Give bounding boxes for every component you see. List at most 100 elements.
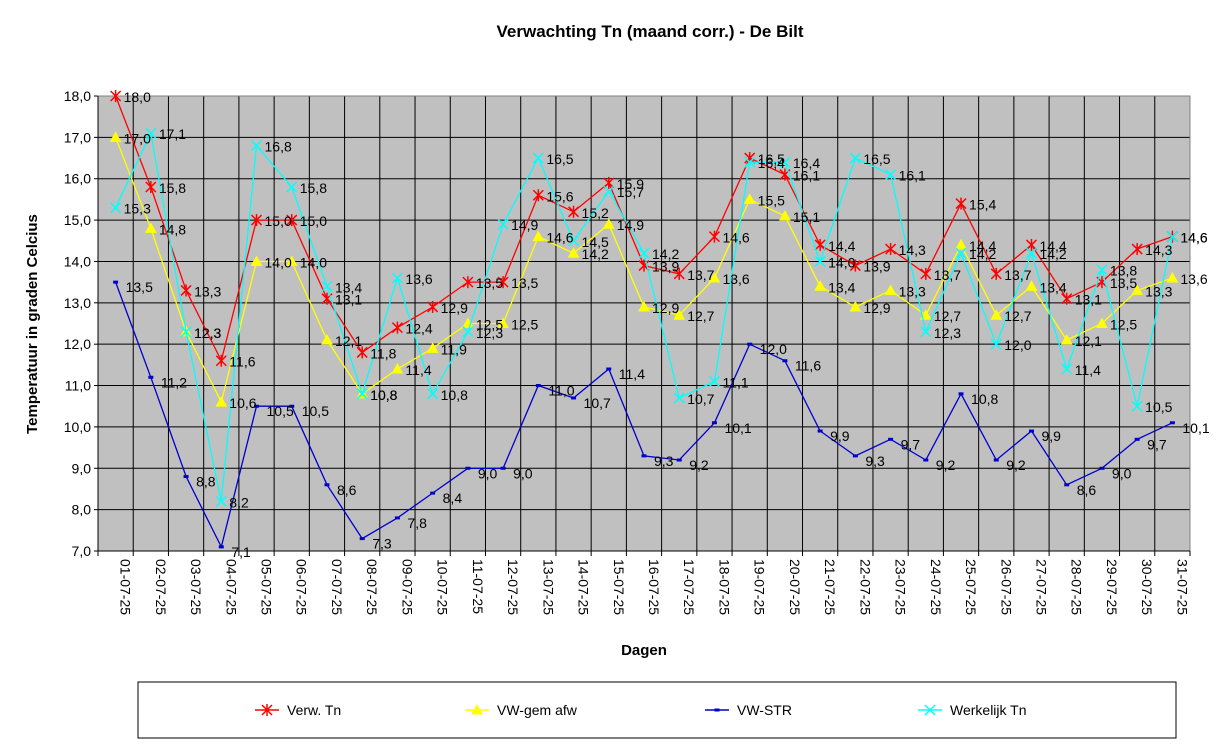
- data-point: [286, 181, 298, 193]
- data-label: 14,5: [582, 234, 609, 250]
- data-label: 16,5: [863, 151, 890, 167]
- data-label: 9,2: [689, 457, 709, 473]
- x-tick-label: 26-07-25: [998, 559, 1014, 615]
- data-point: [1131, 284, 1144, 295]
- data-point: [289, 404, 295, 408]
- data-point: [567, 247, 580, 258]
- data-point: [285, 255, 298, 266]
- data-point: [1134, 437, 1140, 441]
- legend-entry: VW-STR: [705, 702, 792, 718]
- data-point: [321, 334, 333, 345]
- data-point: [356, 388, 368, 400]
- data-label: 7,1: [231, 544, 251, 560]
- data-label: 13,8: [1110, 263, 1137, 279]
- data-label: 14,6: [1180, 230, 1207, 246]
- x-tick-label: 27-07-25: [1033, 559, 1049, 615]
- data-label: 14,2: [969, 246, 996, 262]
- data-label: 11,2: [161, 374, 187, 390]
- legend-entry: VW-gem afw: [465, 702, 578, 718]
- data-point: [321, 280, 333, 292]
- axes: 7,0 8,0 9,0 10,0 11,0 12,0 13,0 14,0 15,0 16,0 17,…: [64, 88, 1191, 615]
- data-label: 7,8: [407, 515, 427, 531]
- series-werkelijk-tn: [110, 127, 1178, 507]
- data-label: 16,5: [546, 151, 573, 167]
- data-point: [888, 437, 894, 441]
- data-label: 10,6: [229, 395, 256, 411]
- data-label: 9,7: [901, 436, 921, 452]
- data-label: 9,9: [1041, 428, 1061, 444]
- data-point: [1099, 466, 1105, 470]
- data-point: [109, 131, 122, 142]
- x-tick-label: 12-07-25: [505, 559, 521, 615]
- y-tick-label: 16,0: [64, 171, 91, 187]
- data-label: 10,5: [1145, 399, 1172, 415]
- data-label: 15,6: [546, 188, 573, 204]
- data-label: 12,9: [652, 300, 679, 316]
- data-label: 12,1: [335, 333, 362, 349]
- data-point: [920, 267, 932, 280]
- x-tick-label: 04-07-25: [223, 559, 239, 615]
- data-point: [426, 342, 439, 353]
- data-label: 14,0: [300, 254, 327, 270]
- data-label: 14,6: [722, 230, 749, 246]
- data-point: [782, 359, 788, 363]
- y-tick-label: 17,0: [64, 129, 91, 145]
- data-label: 8,2: [229, 494, 249, 510]
- data-point: [286, 214, 298, 227]
- data-label: 15,8: [300, 180, 327, 196]
- y-tick-label: 12,0: [64, 336, 91, 352]
- legend-marker: [261, 704, 273, 716]
- data-point: [814, 255, 826, 267]
- data-label: 13,9: [863, 259, 890, 275]
- data-point: [571, 396, 577, 400]
- data-label: 16,8: [265, 139, 292, 155]
- x-tick-label: 17-07-25: [681, 559, 697, 615]
- data-label: 14,4: [969, 238, 996, 254]
- data-label: 13,3: [1145, 283, 1172, 299]
- data-label: 15,9: [617, 176, 644, 192]
- data-point: [1025, 238, 1038, 251]
- plot-area: [98, 96, 1190, 551]
- data-label: 16,5: [758, 151, 785, 167]
- legend-entry: Werkelijk Tn: [918, 702, 1027, 718]
- legend-box: [137, 681, 1177, 739]
- data-point: [532, 230, 545, 242]
- data-point: [673, 392, 685, 404]
- x-tick-label: 30-07-25: [1139, 559, 1155, 615]
- data-point: [743, 193, 756, 204]
- data-label: 13,7: [687, 267, 714, 283]
- data-point: [602, 218, 615, 229]
- x-tick-label: 18-07-25: [716, 559, 732, 615]
- data-label: 13,5: [126, 279, 153, 295]
- data-point: [817, 429, 823, 433]
- data-label: 9,3: [654, 453, 674, 469]
- data-point: [250, 214, 263, 227]
- data-label: 13,6: [405, 271, 432, 287]
- data-label: 15,0: [300, 213, 327, 229]
- data-label: 12,4: [405, 321, 432, 337]
- data-point: [990, 267, 1002, 280]
- data-label: 14,9: [617, 217, 644, 233]
- legend-label: Werkelijk Tn: [950, 702, 1027, 718]
- data-point: [849, 300, 862, 312]
- y-tick-label: 9,0: [72, 460, 92, 476]
- data-point: [427, 300, 439, 313]
- data-label: 9,0: [513, 465, 533, 481]
- data-point: [497, 218, 509, 230]
- data-label: 14,9: [511, 217, 538, 233]
- legend-marker: [471, 703, 483, 715]
- data-point: [779, 156, 791, 168]
- data-point: [359, 537, 365, 541]
- data-point: [427, 388, 439, 400]
- series-vw-str: [113, 280, 1175, 549]
- data-point: [110, 90, 122, 102]
- data-label: 13,3: [899, 283, 926, 299]
- data-label: 11,0: [548, 383, 574, 399]
- data-point: [958, 392, 964, 396]
- x-tick-label: 10-07-25: [435, 559, 451, 615]
- data-point: [641, 454, 647, 458]
- data-label: 9,2: [936, 457, 956, 473]
- y-tick-label: 10,0: [64, 419, 91, 435]
- data-label: 12,9: [863, 300, 890, 316]
